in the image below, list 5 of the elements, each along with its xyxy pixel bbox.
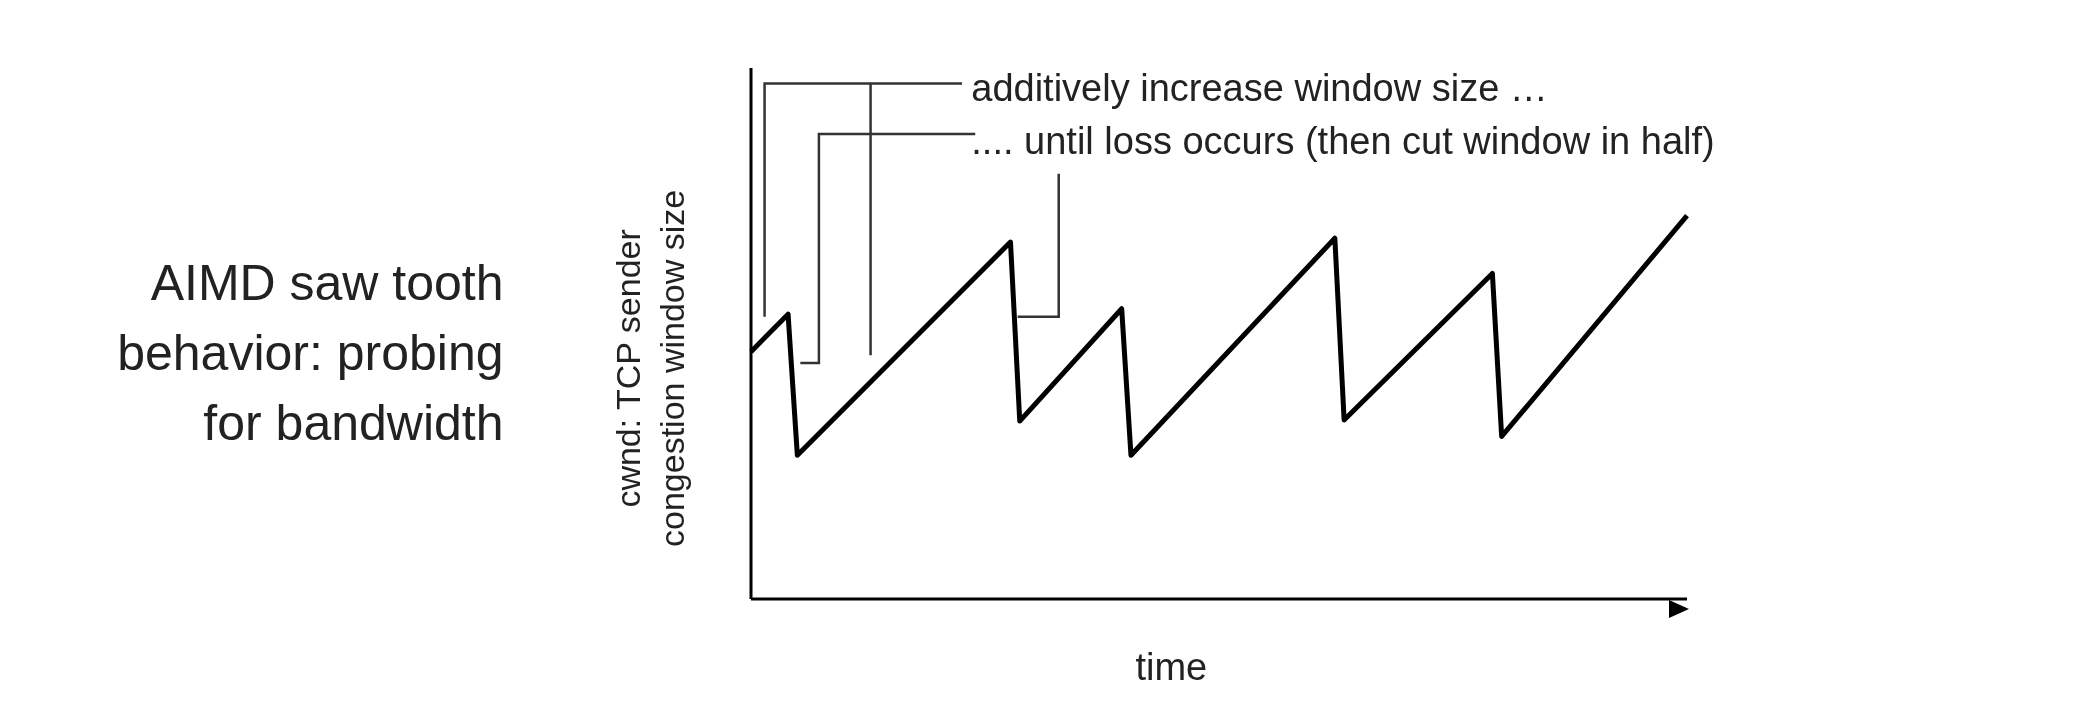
x-axis-title: time xyxy=(1135,645,1208,688)
text: .... until loss occurs (then cut window in half) xyxy=(971,119,1715,162)
y-axis-title: cwnd: TCP sender congestion window size xyxy=(609,189,691,547)
text: additively increase window size … xyxy=(971,66,1548,109)
text: AIMD saw tooth behavior: probing for bandwidth xyxy=(117,254,504,451)
